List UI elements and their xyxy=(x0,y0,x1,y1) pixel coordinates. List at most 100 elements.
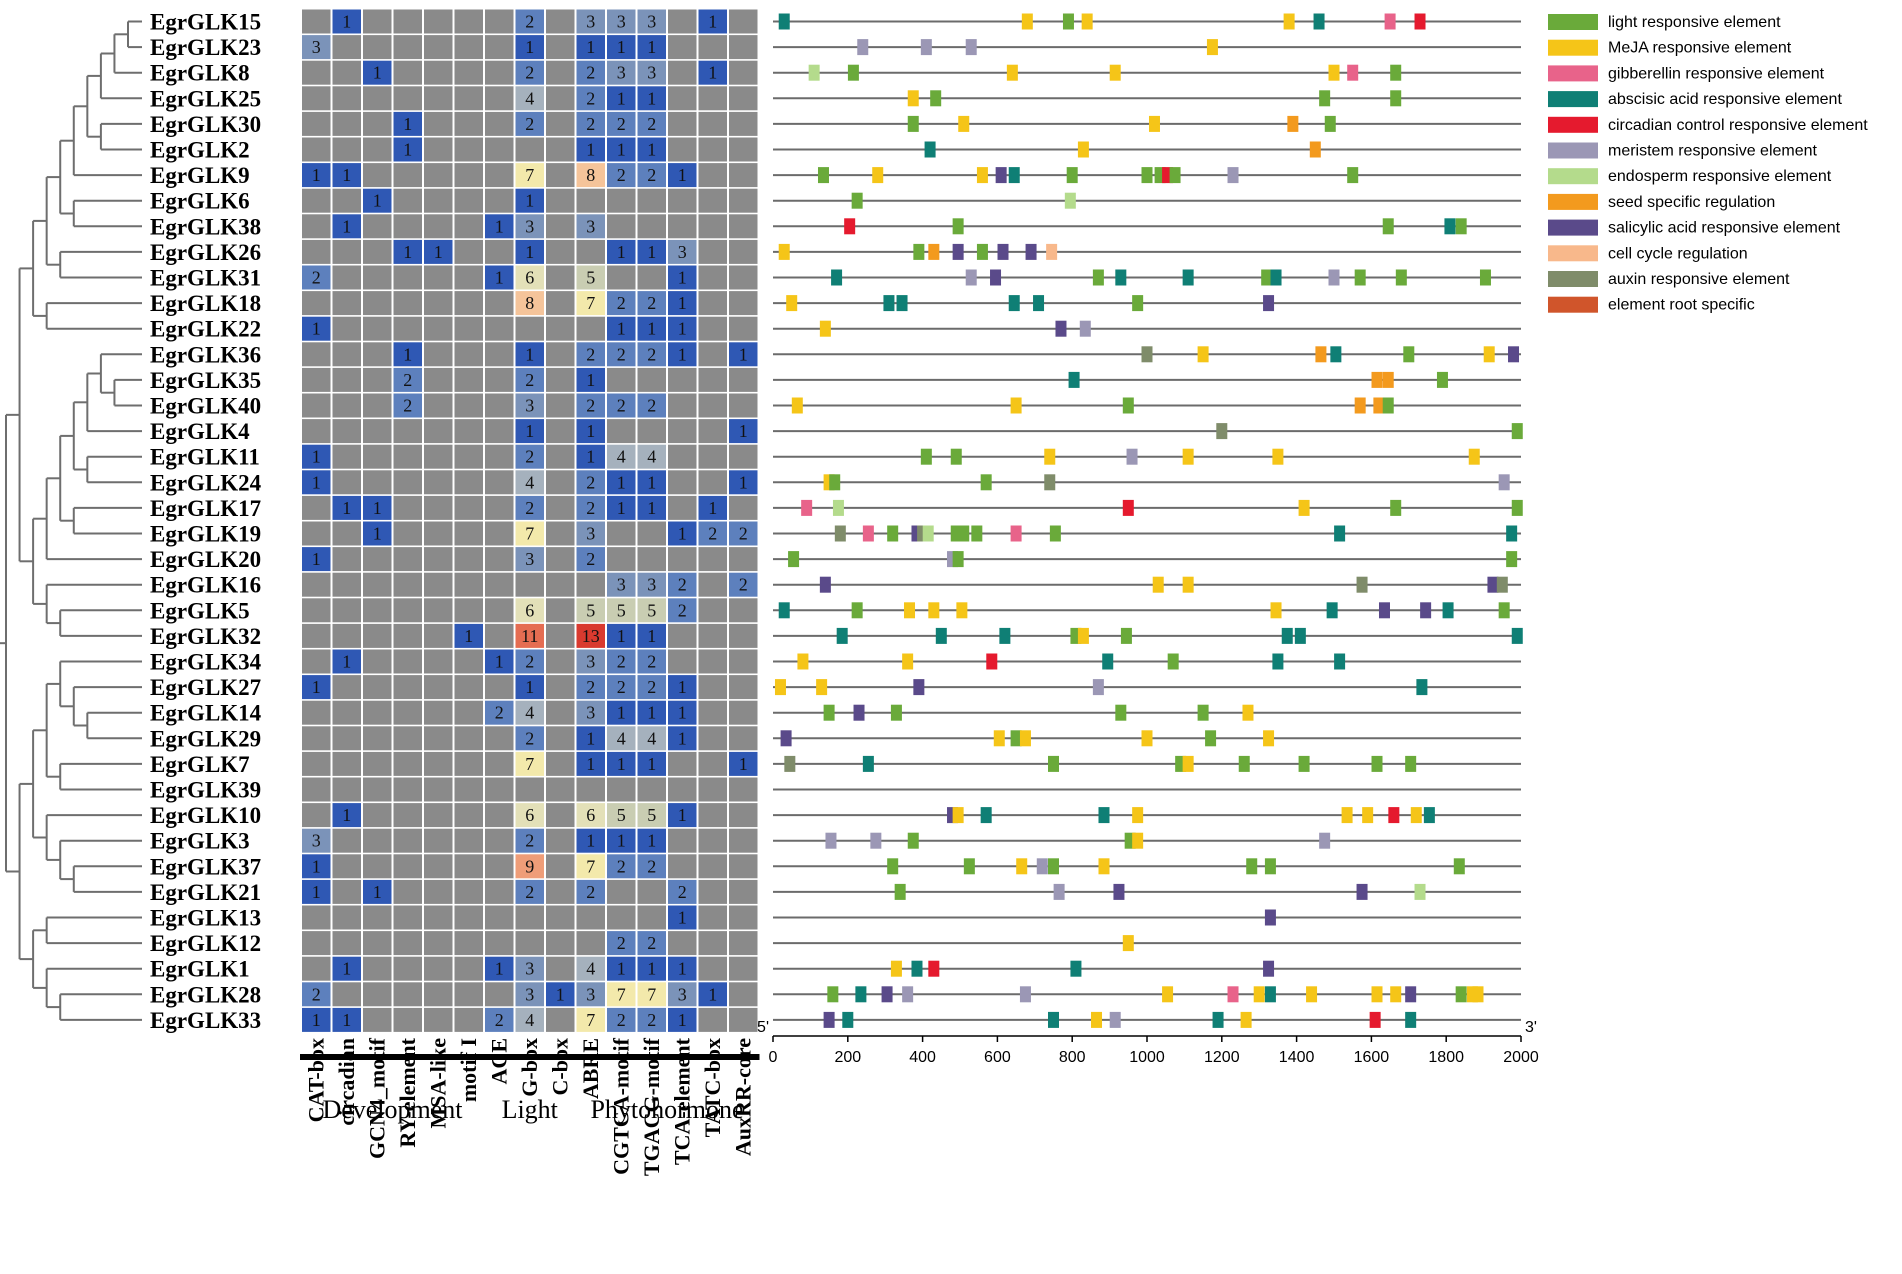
gene-label: EgrGLK35 xyxy=(150,368,261,393)
heatmap-cell xyxy=(546,444,575,469)
heatmap-cell xyxy=(424,163,453,188)
heatmap-cell xyxy=(637,316,666,341)
cell-count: 7 xyxy=(586,1010,595,1030)
legend-swatch xyxy=(1548,168,1598,185)
heatmap-cell xyxy=(332,931,361,956)
cell-count: 4 xyxy=(586,959,595,979)
cell-count: 5 xyxy=(586,600,595,620)
gene-label: EgrGLK6 xyxy=(150,189,250,214)
heatmap-cell xyxy=(668,547,697,572)
heatmap-cell xyxy=(729,9,758,34)
heatmap-cell xyxy=(515,700,544,725)
element-site xyxy=(950,448,962,465)
element-site xyxy=(1264,986,1276,1003)
cell-count: 1 xyxy=(403,344,412,364)
heatmap-cell xyxy=(454,751,483,776)
heatmap-cell xyxy=(485,675,514,700)
heatmap-cell xyxy=(454,9,483,34)
heatmap-cell xyxy=(637,547,666,572)
heatmap-cell xyxy=(515,598,544,623)
heatmap-cell xyxy=(668,86,697,111)
gene-label: EgrGLK19 xyxy=(150,522,261,547)
heatmap-cell xyxy=(729,675,758,700)
heatmap-cell xyxy=(454,265,483,290)
element-site xyxy=(1115,704,1127,721)
element-site xyxy=(1019,730,1031,747)
heatmap-cell xyxy=(302,905,331,930)
five-prime-label: 5' xyxy=(757,1019,769,1036)
heatmap-cell xyxy=(515,35,544,60)
gene-label: EgrGLK23 xyxy=(150,35,261,60)
heatmap-cell xyxy=(698,1007,727,1032)
element-site xyxy=(1405,1011,1417,1028)
element-site xyxy=(1341,807,1353,824)
element-site xyxy=(1162,167,1174,184)
element-site xyxy=(1162,986,1174,1003)
heatmap-cell xyxy=(454,649,483,674)
gene-label: EgrGLK38 xyxy=(150,214,261,239)
heatmap-cell xyxy=(515,751,544,776)
element-site xyxy=(1298,755,1310,772)
element-site xyxy=(1227,986,1239,1003)
heatmap-cell xyxy=(454,726,483,751)
heatmap-cell xyxy=(485,931,514,956)
promoter-map xyxy=(773,13,1523,1028)
heatmap-cell xyxy=(485,803,514,828)
element-site xyxy=(1062,13,1074,30)
heatmap-cell xyxy=(729,598,758,623)
element-site xyxy=(1048,858,1059,875)
element-site xyxy=(1328,64,1340,81)
axis-tick-label: 600 xyxy=(984,1049,1011,1066)
heatmap-cell xyxy=(332,649,361,674)
heatmap-cell xyxy=(576,956,605,981)
element-site xyxy=(1141,346,1153,363)
element-site xyxy=(808,64,820,81)
gene-label: EgrGLK29 xyxy=(150,726,261,751)
heatmap-cell xyxy=(607,700,636,725)
heatmap-cell xyxy=(485,956,514,981)
heatmap-cell xyxy=(668,188,697,213)
heatmap-cell xyxy=(637,623,666,648)
axis-tick-label: 400 xyxy=(909,1049,936,1066)
element-site xyxy=(1141,730,1153,747)
cell-count: 3 xyxy=(312,37,321,57)
element-site xyxy=(1010,397,1022,414)
element-site xyxy=(1511,627,1523,644)
heatmap-cell xyxy=(576,9,605,34)
gene-label: EgrGLK15 xyxy=(150,10,261,35)
element-site xyxy=(1048,755,1059,772)
element-site xyxy=(1132,832,1144,849)
heatmap-cell xyxy=(424,137,453,162)
heatmap-cell xyxy=(576,188,605,213)
heatmap-cell xyxy=(698,111,727,136)
heatmap-cell xyxy=(332,879,361,904)
legend-label: circadian control responsive element xyxy=(1608,117,1868,134)
heatmap-cell xyxy=(485,751,514,776)
heatmap-cell xyxy=(302,956,331,981)
element-site xyxy=(1442,602,1454,619)
three-prime-label: 3' xyxy=(1525,1019,1537,1036)
heatmap-cell xyxy=(332,86,361,111)
heatmap-cell xyxy=(698,86,727,111)
element-site xyxy=(1070,960,1082,977)
heatmap-cell xyxy=(332,137,361,162)
heatmap-cell xyxy=(637,905,666,930)
heatmap-cell xyxy=(546,879,575,904)
cell-count: 2 xyxy=(617,165,626,185)
heatmap-cell xyxy=(393,828,422,853)
heatmap-cell xyxy=(302,137,331,162)
heatmap-cell xyxy=(607,803,636,828)
heatmap-cell xyxy=(363,86,392,111)
heatmap-cell xyxy=(485,854,514,879)
element-site xyxy=(1098,858,1110,875)
legend-label: element root specific xyxy=(1608,297,1755,314)
cell-count: 6 xyxy=(525,805,534,825)
heatmap-cell xyxy=(393,726,422,751)
heatmap-cell xyxy=(607,214,636,239)
element-site xyxy=(1414,883,1426,900)
element-site xyxy=(1010,730,1022,747)
heatmap-cell xyxy=(485,444,514,469)
heatmap-cell xyxy=(363,751,392,776)
cell-count: 2 xyxy=(678,600,687,620)
heatmap-cell xyxy=(668,419,697,444)
